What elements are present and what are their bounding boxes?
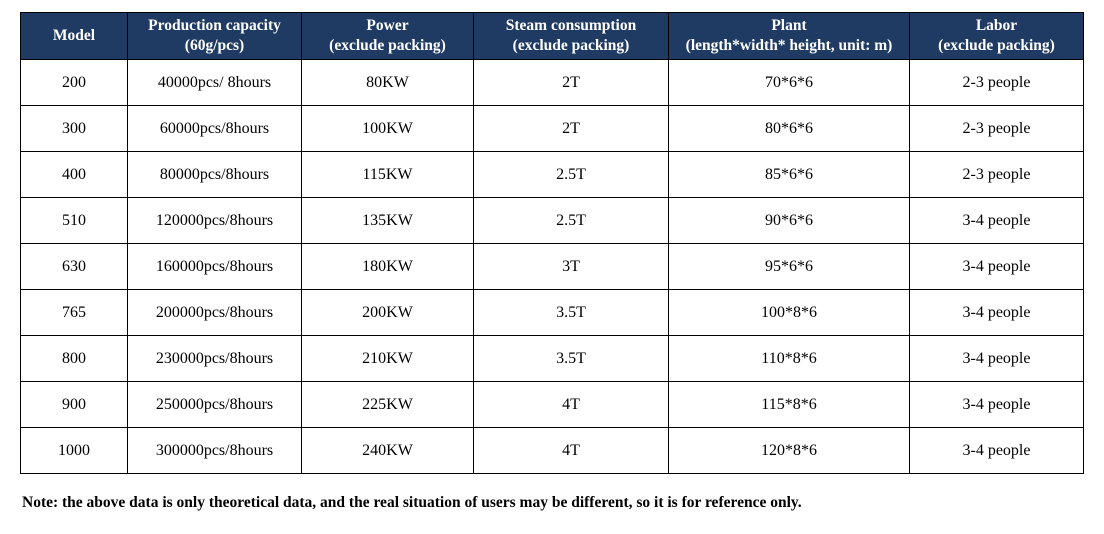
cell-power: 200KW xyxy=(301,289,474,336)
cell-plant: 70*6*6 xyxy=(668,59,910,106)
disclaimer-note: Note: the above data is only theoretical… xyxy=(22,494,802,511)
cell-plant: 100*8*6 xyxy=(668,289,910,336)
cell-labor: 3-4 people xyxy=(909,427,1084,474)
cell-model: 1000 xyxy=(20,427,128,474)
cell-labor: 2-3 people xyxy=(909,151,1084,198)
cell-labor: 3-4 people xyxy=(909,197,1084,244)
cell-steam-consumption: 3.5T xyxy=(473,335,669,382)
cell-power: 80KW xyxy=(301,59,474,106)
cell-steam-consumption: 3.5T xyxy=(473,289,669,336)
table-row: 800 230000pcs/8hours 210KW 3.5T 110*8*6 … xyxy=(20,335,1084,382)
table-row: 300 60000pcs/8hours 100KW 2T 80*6*6 2-3 … xyxy=(20,105,1084,152)
cell-plant: 110*8*6 xyxy=(668,335,910,382)
cell-plant: 95*6*6 xyxy=(668,243,910,290)
cell-model: 400 xyxy=(20,151,128,198)
cell-model: 900 xyxy=(20,381,128,428)
cell-power: 135KW xyxy=(301,197,474,244)
cell-model: 630 xyxy=(20,243,128,290)
cell-model: 510 xyxy=(20,197,128,244)
cell-labor: 3-4 people xyxy=(909,335,1084,382)
cell-production-capacity: 250000pcs/8hours xyxy=(127,381,302,428)
table-row: 630 160000pcs/8hours 180KW 3T 95*6*6 3-4… xyxy=(20,243,1084,290)
cell-model: 800 xyxy=(20,335,128,382)
table-body: 200 40000pcs/ 8hours 80KW 2T 70*6*6 2-3 … xyxy=(20,59,1084,474)
cell-production-capacity: 40000pcs/ 8hours xyxy=(127,59,302,106)
cell-model: 300 xyxy=(20,105,128,152)
cell-labor: 3-4 people xyxy=(909,243,1084,290)
cell-power: 240KW xyxy=(301,427,474,474)
table-row: 1000 300000pcs/8hours 240KW 4T 120*8*6 3… xyxy=(20,427,1084,474)
cell-labor: 3-4 people xyxy=(909,381,1084,428)
cell-plant: 85*6*6 xyxy=(668,151,910,198)
cell-labor: 2-3 people xyxy=(909,59,1084,106)
cell-labor: 2-3 people xyxy=(909,105,1084,152)
cell-production-capacity: 200000pcs/8hours xyxy=(127,289,302,336)
cell-plant: 90*6*6 xyxy=(668,197,910,244)
table-row: 900 250000pcs/8hours 225KW 4T 115*8*6 3-… xyxy=(20,381,1084,428)
header-model: Model xyxy=(20,12,128,60)
header-power: Power (exclude packing) xyxy=(301,12,474,60)
table-row: 200 40000pcs/ 8hours 80KW 2T 70*6*6 2-3 … xyxy=(20,59,1084,106)
cell-model: 200 xyxy=(20,59,128,106)
cell-production-capacity: 60000pcs/8hours xyxy=(127,105,302,152)
cell-steam-consumption: 4T xyxy=(473,381,669,428)
cell-steam-consumption: 2.5T xyxy=(473,197,669,244)
cell-steam-consumption: 3T xyxy=(473,243,669,290)
cell-steam-consumption: 2.5T xyxy=(473,151,669,198)
cell-power: 180KW xyxy=(301,243,474,290)
cell-production-capacity: 230000pcs/8hours xyxy=(127,335,302,382)
header-production-capacity: Production capacity (60g/pcs) xyxy=(127,12,302,60)
header-row: Model Production capacity (60g/pcs) Power… xyxy=(20,12,1084,60)
cell-power: 115KW xyxy=(301,151,474,198)
cell-power: 225KW xyxy=(301,381,474,428)
cell-steam-consumption: 2T xyxy=(473,59,669,106)
cell-power: 100KW xyxy=(301,105,474,152)
table-row: 510 120000pcs/8hours 135KW 2.5T 90*6*6 3… xyxy=(20,197,1084,244)
header-labor: Labor (exclude packing) xyxy=(909,12,1084,60)
cell-plant: 80*6*6 xyxy=(668,105,910,152)
cell-production-capacity: 80000pcs/8hours xyxy=(127,151,302,198)
cell-plant: 115*8*6 xyxy=(668,381,910,428)
cell-steam-consumption: 4T xyxy=(473,427,669,474)
table-row: 765 200000pcs/8hours 200KW 3.5T 100*8*6 … xyxy=(20,289,1084,336)
header-plant: Plant (length*width* height, unit: m) xyxy=(668,12,910,60)
cell-production-capacity: 120000pcs/8hours xyxy=(127,197,302,244)
cell-model: 765 xyxy=(20,289,128,336)
cell-plant: 120*8*6 xyxy=(668,427,910,474)
cell-labor: 3-4 people xyxy=(909,289,1084,336)
header-steam-consumption: Steam consumption (exclude packing) xyxy=(473,12,669,60)
table-header: Model Production capacity (60g/pcs) Power… xyxy=(20,12,1084,60)
spec-table: Model Production capacity (60g/pcs) Power… xyxy=(20,12,1084,474)
cell-production-capacity: 160000pcs/8hours xyxy=(127,243,302,290)
cell-power: 210KW xyxy=(301,335,474,382)
cell-production-capacity: 300000pcs/8hours xyxy=(127,427,302,474)
table-row: 400 80000pcs/8hours 115KW 2.5T 85*6*6 2-… xyxy=(20,151,1084,198)
cell-steam-consumption: 2T xyxy=(473,105,669,152)
